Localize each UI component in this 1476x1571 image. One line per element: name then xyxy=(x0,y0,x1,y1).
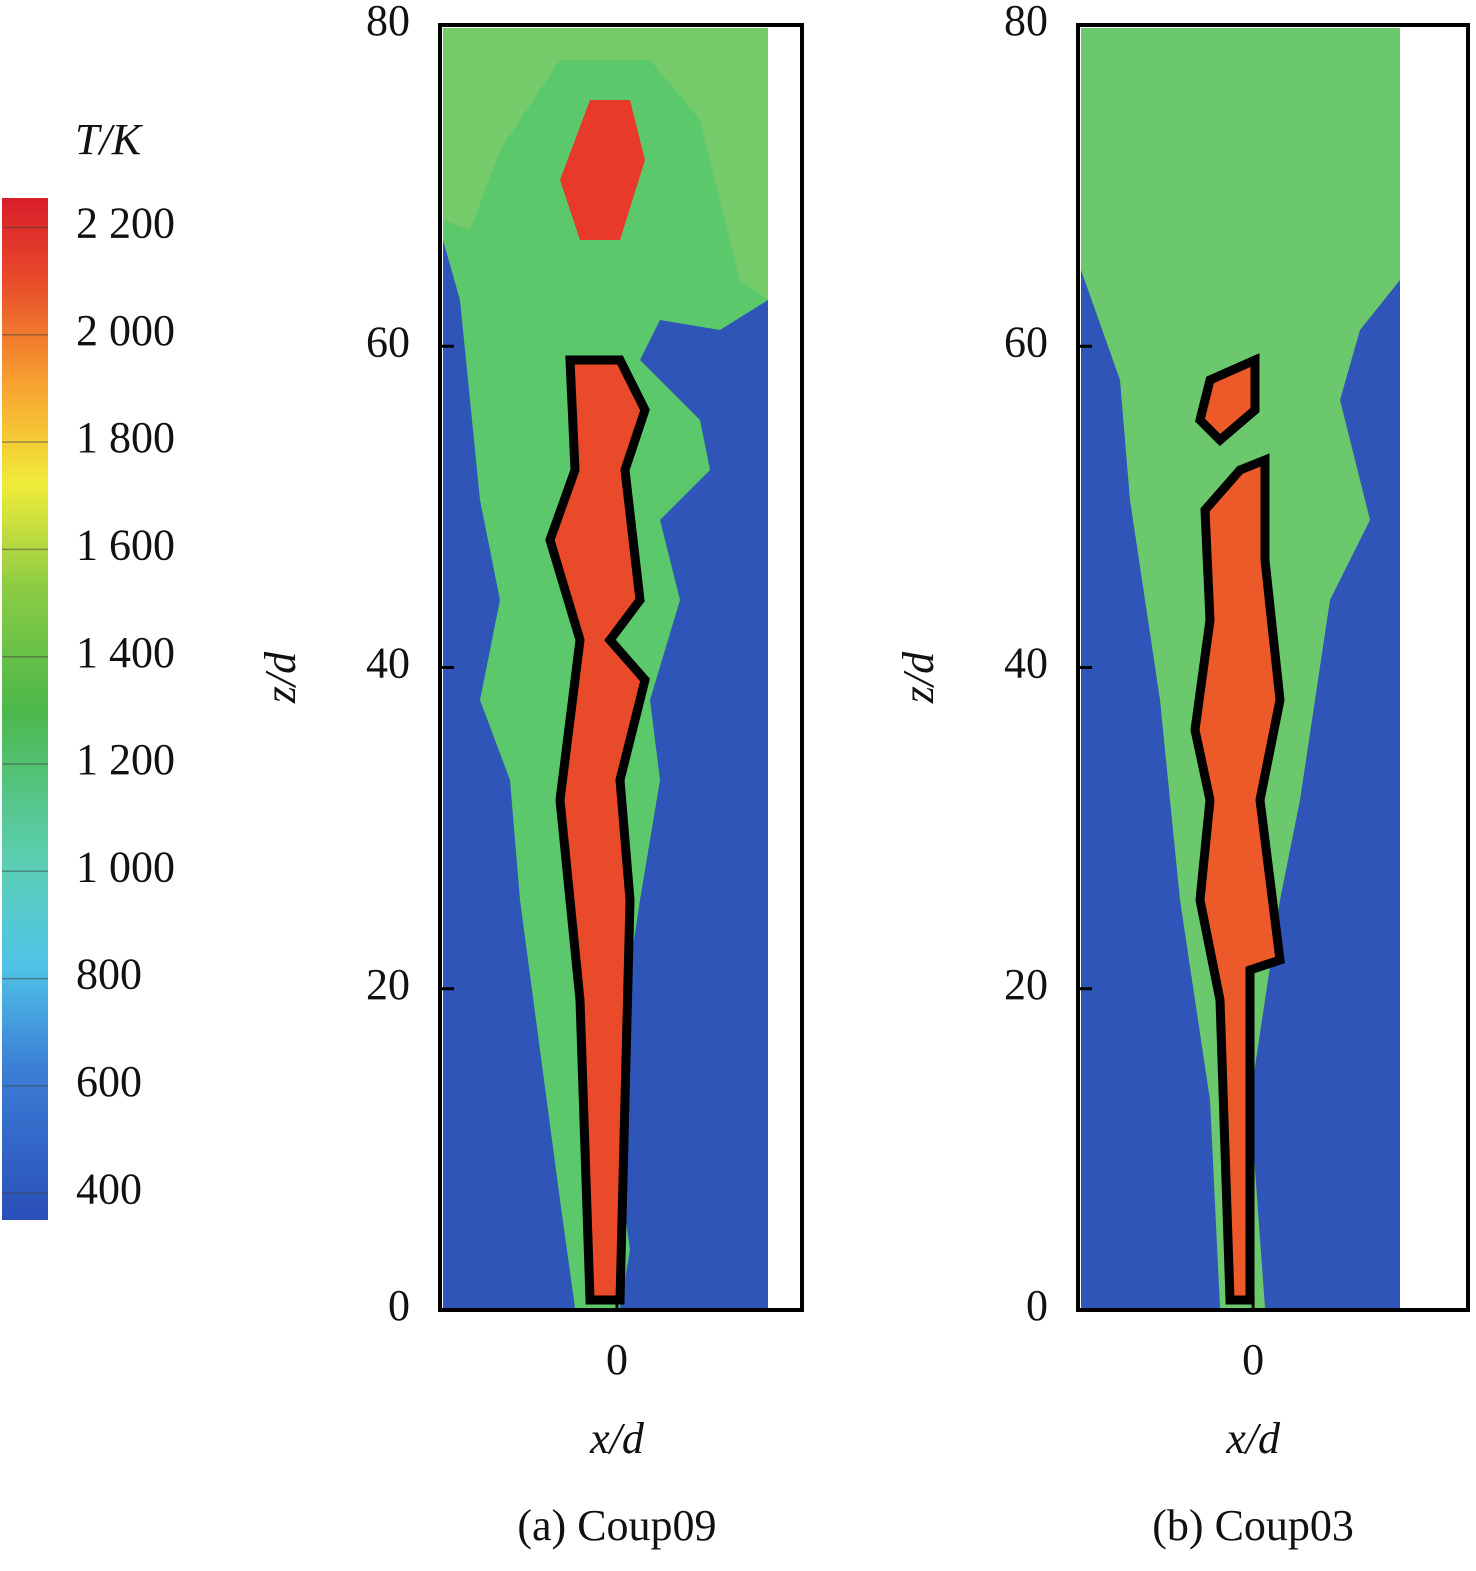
temperature-field-a xyxy=(443,28,768,1308)
y-tick-label: 40 xyxy=(1004,639,1048,688)
y-tick-label: 0 xyxy=(388,1281,410,1330)
y-tick-label: 20 xyxy=(366,960,410,1009)
x-axis-label: x/d xyxy=(589,1414,645,1463)
caption: (b) Coup03 xyxy=(1152,1501,1354,1550)
colorbar-tick-label: 1 400 xyxy=(76,628,175,677)
caption: (a) Coup09 xyxy=(517,1501,716,1550)
y-tick-label: 0 xyxy=(1026,1281,1048,1330)
y-tick-label: 20 xyxy=(1004,960,1048,1009)
colorbar-tick-label: 400 xyxy=(76,1164,142,1213)
y-tick-label: 60 xyxy=(1004,317,1048,366)
temperature-field-b xyxy=(1081,28,1400,1308)
colorbar-tick-label: 600 xyxy=(76,1057,142,1106)
colorbar-tick-label: 2 000 xyxy=(76,306,175,355)
colorbar xyxy=(2,198,48,1220)
y-tick-label: 40 xyxy=(366,639,410,688)
colorbar-tick-label: 1 000 xyxy=(76,842,175,891)
colorbar-tick-label: 1 600 xyxy=(76,520,175,569)
y-axis-label: z/d xyxy=(256,651,305,704)
colorbar-tick-label: 2 200 xyxy=(76,199,175,248)
colorbar-tick-label: 1 800 xyxy=(76,413,175,462)
y-tick-label: 60 xyxy=(366,317,410,366)
y-tick-label: 80 xyxy=(366,0,410,45)
x-tick-label: 0 xyxy=(1242,1335,1264,1384)
colorbar-tick-label: 800 xyxy=(76,950,142,999)
y-axis-label: z/d xyxy=(894,651,943,704)
x-axis-label: x/d xyxy=(1225,1414,1281,1463)
colorbar-title: T/K xyxy=(75,115,144,164)
colorbar-tick-label: 1 200 xyxy=(76,735,175,784)
x-tick-label: 0 xyxy=(606,1335,628,1384)
y-tick-label: 80 xyxy=(1004,0,1048,45)
